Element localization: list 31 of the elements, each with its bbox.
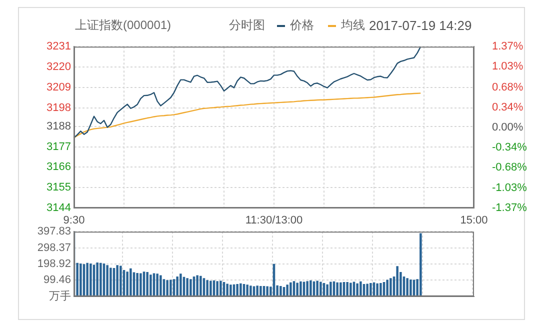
y-tick-label: 3155 xyxy=(46,182,71,194)
y2-tick-label: -0.68% xyxy=(492,161,528,174)
y-tick-label: 3220 xyxy=(46,61,71,74)
y2-tick-label: 0.68% xyxy=(492,81,524,94)
legend-label: 价格 xyxy=(289,17,314,34)
x-tick-label: 11:30/13:00 xyxy=(245,214,303,227)
y-tick-label: 3177 xyxy=(46,140,71,153)
y-tick-label: 3144 xyxy=(46,202,71,214)
y-tick-label: 99.46 xyxy=(43,274,71,286)
y2-tick-label: 0.00% xyxy=(492,121,524,134)
y2-tick-label: -1.03% xyxy=(492,182,528,194)
x-tick-label: 15:00 xyxy=(460,214,488,227)
y-tick-label: 3188 xyxy=(46,120,71,132)
y2-tick-label: 0.34% xyxy=(492,101,524,114)
text: 2017-07-19 14:29 xyxy=(369,18,472,33)
y2-tick-label: -1.37% xyxy=(492,202,528,214)
y-tick-label: 298.37 xyxy=(37,242,71,254)
y-tick-label: 3209 xyxy=(46,81,71,94)
y-tick-label: 397.83 xyxy=(37,226,71,238)
chart-title: 上证指数(000001) xyxy=(75,17,172,34)
y2-tick-label: 1.03% xyxy=(492,60,524,73)
y-tick-label: 万手 xyxy=(49,289,71,302)
y-tick-label: 3166 xyxy=(46,161,71,174)
x-tick-label: 9:30 xyxy=(63,214,85,227)
legend-label: 均线 xyxy=(340,17,366,34)
y-tick-label: 3198 xyxy=(46,102,71,114)
y-tick-label: 3231 xyxy=(46,40,71,53)
y-tick-label: 198.92 xyxy=(37,258,71,270)
y2-tick-label: 1.37% xyxy=(492,40,524,53)
text: 分时图 xyxy=(229,17,266,34)
y2-tick-label: -0.34% xyxy=(492,141,528,154)
